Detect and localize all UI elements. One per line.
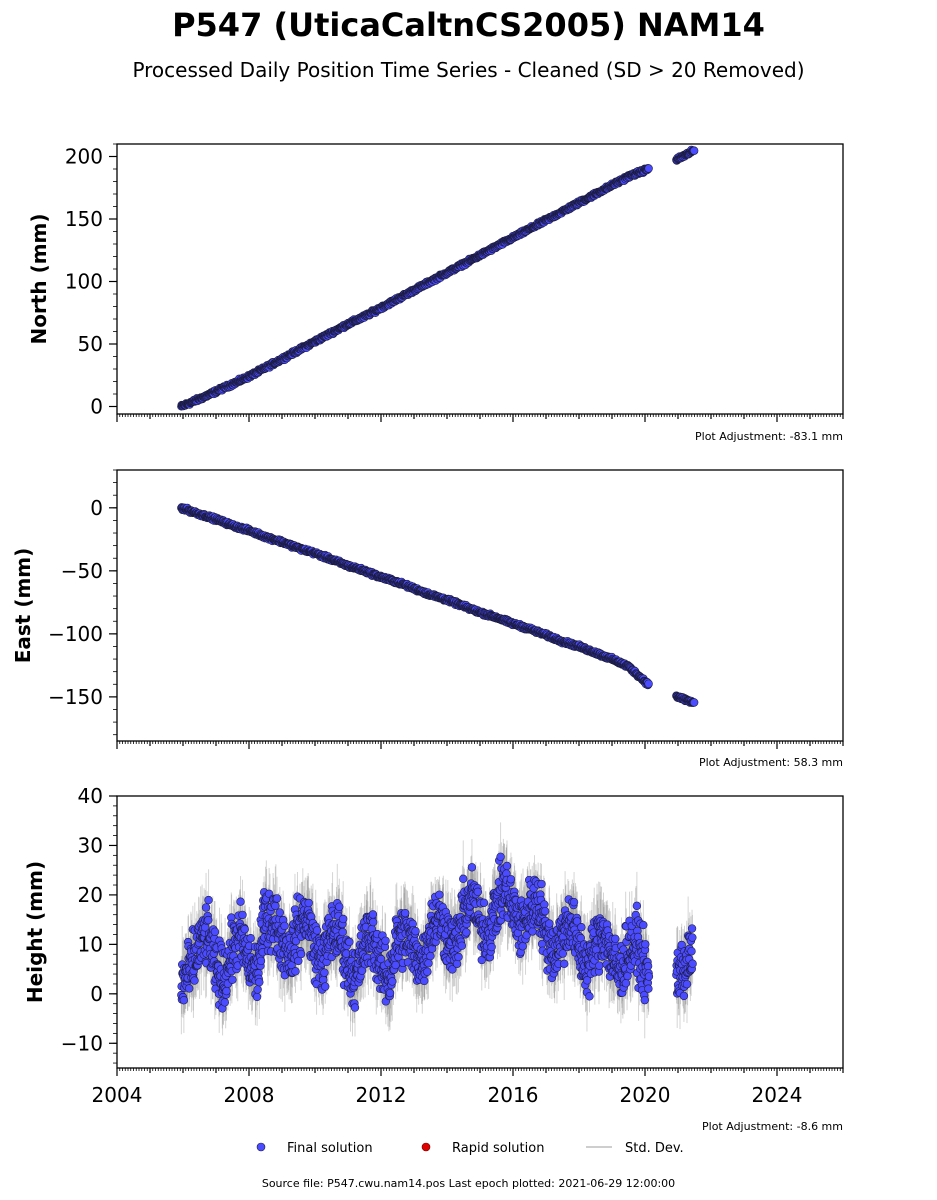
series-final-solution [177,852,697,1013]
data-point [689,146,699,155]
series-final-solution [177,145,699,411]
panel-1-x-ticks [116,414,844,422]
data-point [222,986,231,996]
y-tick-label: −150 [48,685,103,709]
panel-1-frame [116,143,844,415]
figure-subtitle: Processed Daily Position Time Series - C… [132,58,805,82]
figure-title: P547 (UticaCaltnCS2005) NAM14 [172,6,765,44]
data-point [204,895,213,905]
panel-1: 0 50 100 150 200 North (mm) Plot Adjustment: -… [27,143,844,443]
data-point [185,984,194,993]
data-point [204,915,213,925]
plot-adjustment-label: Plot Adjustment: -83.1 mm [695,430,843,443]
data-point [201,903,211,912]
plot-adjustment-label: Plot Adjustment: 58.3 mm [699,756,843,769]
data-point [644,679,653,688]
data-point [190,976,199,985]
y-tick-label: 0 [90,395,103,419]
data-point [644,164,653,173]
y-tick-label: −50 [61,559,103,583]
panel-2-frame [116,469,844,742]
panel-3: 2004 2008 2012 2016 2020 2024−10010203040Heig… [23,784,844,1133]
data-point [220,998,230,1007]
data-point [228,975,237,984]
y-tick-label: 0 [90,496,103,520]
data-point [210,927,220,936]
panel-1-y-ticks: 0 50 100 150 200 [65,143,117,419]
y-axis-label: East (mm) [11,548,35,664]
panel-3-data [177,822,697,1039]
y-tick-label: −100 [48,622,103,646]
panel-2-y-ticks: 0 −50 −100 −150 [48,469,117,736]
y-tick-label: 100 [65,270,103,294]
y-tick-label: 50 [78,332,103,356]
y-tick-label: 150 [65,207,103,231]
panel-2-x-ticks [116,741,844,749]
data-point [689,698,699,707]
y-tick-label: 200 [65,145,103,169]
panel-2: 0 −50 −100 −150 East (mm) Plot Adjustment: 58… [11,469,844,769]
y-axis-label: North (mm) [27,213,51,344]
series-final-solution [177,503,699,707]
data-point [179,996,189,1005]
panel-1-data [177,145,699,411]
panel-2-data [177,503,699,707]
